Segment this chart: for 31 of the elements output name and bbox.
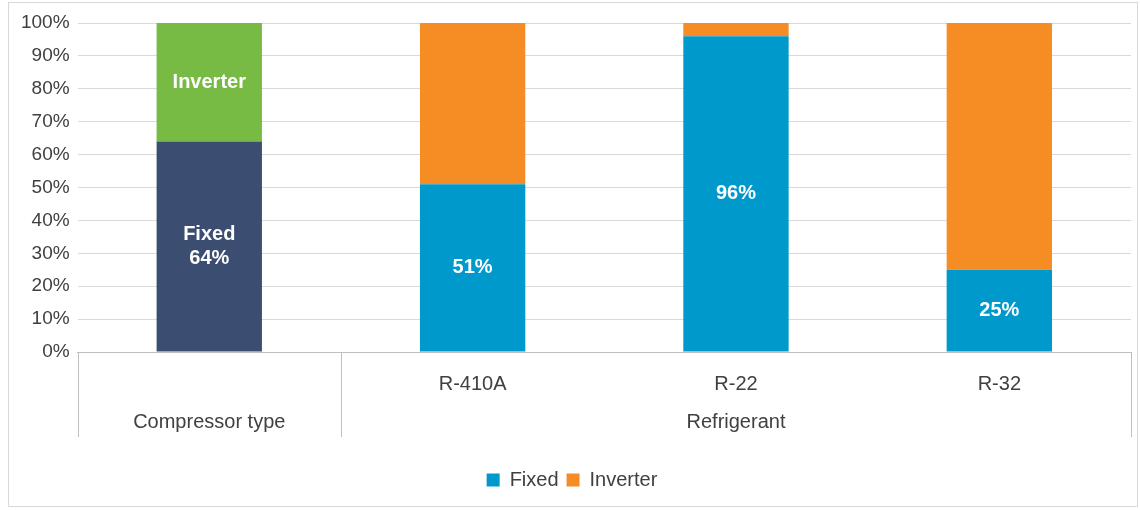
y-tick-label: 60% [31,142,70,164]
data-label: Inverter [172,69,247,92]
data-label: 96% [715,181,757,204]
data-label: Fixed 64% [183,221,236,268]
legend-label: Fixed [509,467,559,490]
bar [156,23,262,142]
data-label: 25% [979,298,1020,321]
x-tick-label: R-32 [977,371,1021,394]
bar [946,23,1052,270]
text: Compressor type [133,409,286,432]
bar [683,36,789,352]
text: Refrigerant [686,409,786,432]
y-tick-label: 0% [42,340,70,362]
data-label: 51% [452,255,493,278]
bar [419,184,526,352]
y-tick-label: 30% [31,241,70,263]
bar [683,23,789,37]
bar [946,269,1052,352]
y-tick-label: 90% [31,44,70,66]
y-tick-label: 80% [31,77,70,99]
y-tick-label: 100% [20,11,70,33]
y-tick-label: 20% [31,274,70,296]
y-tick-label: 70% [31,109,70,131]
y-tick-label: 40% [31,208,70,230]
x-tick-label: R-410A [438,371,508,394]
y-tick-label: 10% [31,307,70,329]
y-tick-label: 50% [31,175,70,197]
x-tick-label: R-22 [714,371,758,394]
bar [156,141,262,352]
bar [419,23,526,185]
legend-label: Inverter [589,467,658,490]
